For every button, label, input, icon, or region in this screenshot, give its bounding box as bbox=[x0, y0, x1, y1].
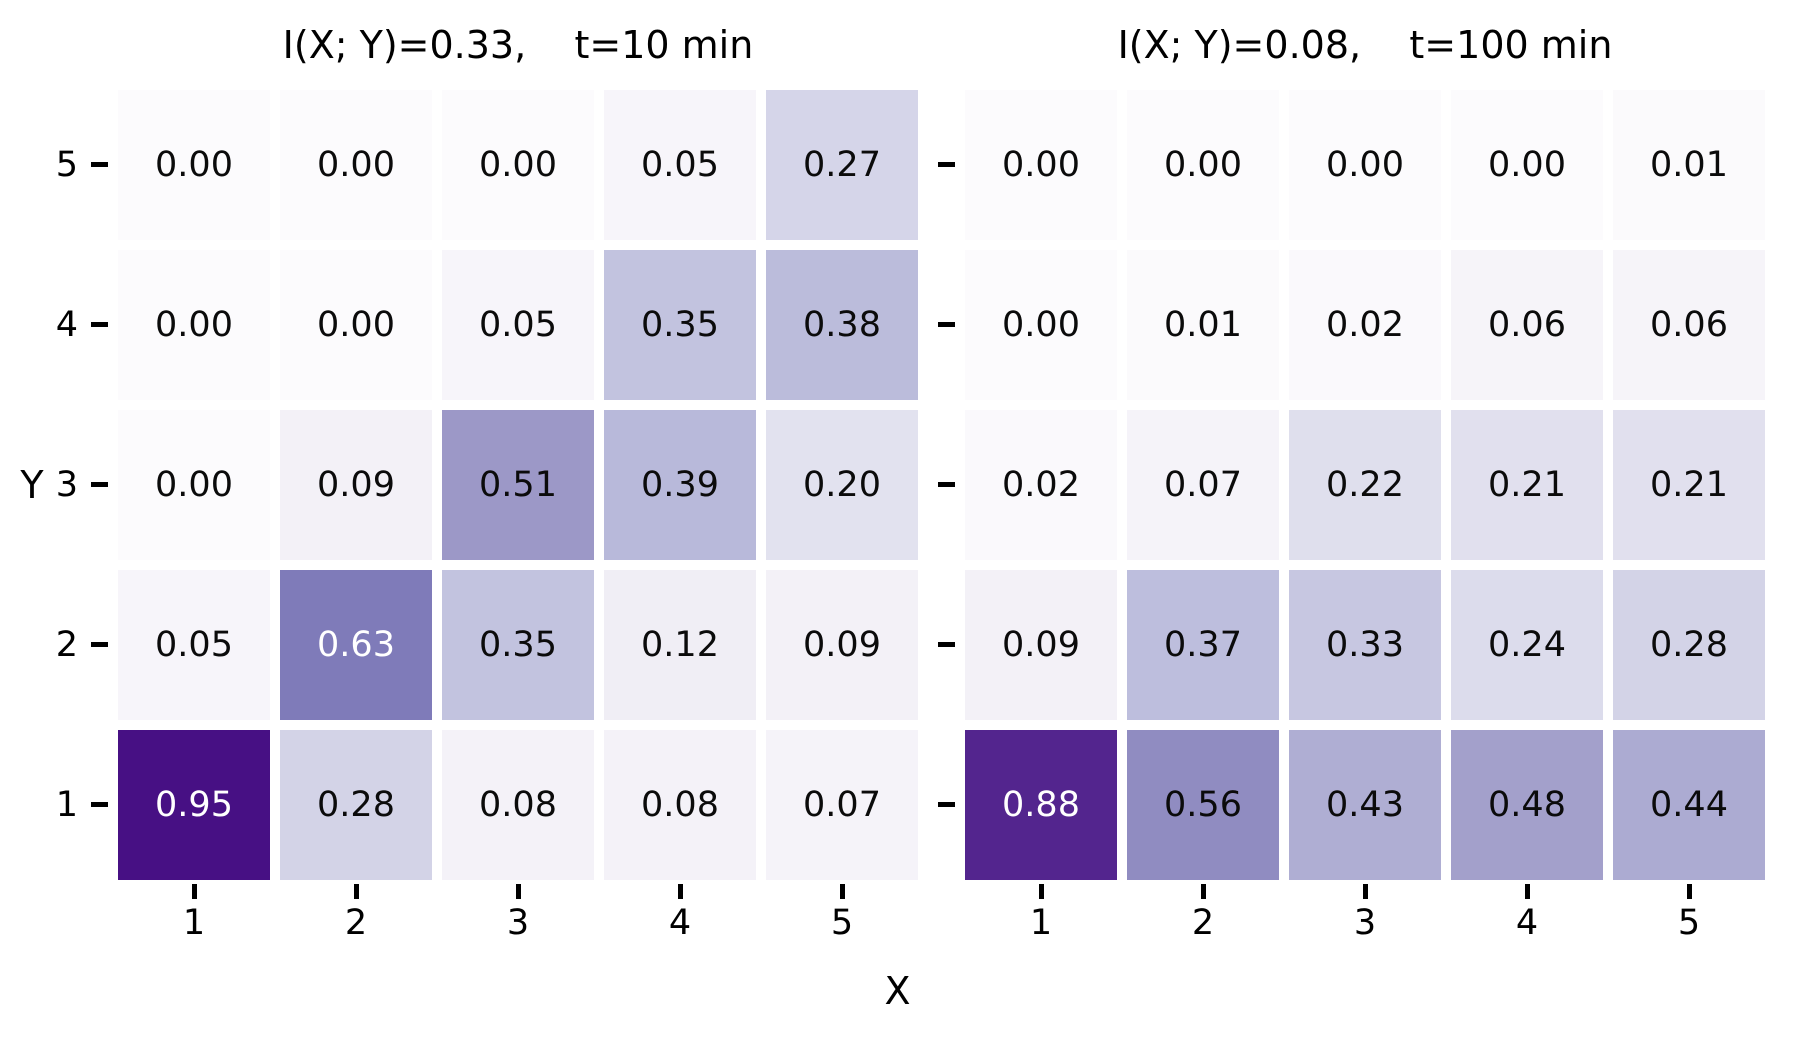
x-tick-label: 1 bbox=[1029, 903, 1053, 943]
heatmap-cell: 0.38 bbox=[766, 250, 918, 400]
y-tick-label: 1 bbox=[55, 785, 78, 825]
x-tick-mark bbox=[1039, 884, 1044, 899]
y-tick-mark bbox=[91, 162, 108, 167]
heatmap-cell: 0.00 bbox=[442, 90, 594, 240]
x-tick-mark bbox=[516, 884, 521, 899]
heatmap-cell: 0.00 bbox=[118, 250, 270, 400]
y-tick-label: 5 bbox=[55, 145, 78, 185]
heatmap-cell: 0.51 bbox=[442, 410, 594, 560]
x-tick-label: 3 bbox=[1353, 903, 1377, 943]
y-tick-label: 4 bbox=[55, 305, 78, 345]
heatmap-cell: 0.21 bbox=[1451, 410, 1603, 560]
heatmap-panel-t100: I(X; Y)=0.08, t=100 min 0.00 0.00 0.00 0.00… bbox=[938, 0, 1765, 1037]
heatmap-cell: 0.43 bbox=[1289, 730, 1441, 880]
heatmap-cell: 0.24 bbox=[1451, 570, 1603, 720]
x-tick-label: 2 bbox=[344, 903, 368, 943]
y-tick-label: 3 bbox=[55, 465, 78, 505]
heatmap-cell: 0.09 bbox=[965, 570, 1117, 720]
x-tick-mark bbox=[678, 884, 683, 899]
heatmap-cell: 0.39 bbox=[604, 410, 756, 560]
heatmap-panel-t10: I(X; Y)=0.33, t=10 min 0.00 0.00 0.00 0.05 0… bbox=[56, 0, 918, 1037]
heatmap-cell: 0.05 bbox=[118, 570, 270, 720]
panel-title-t10: I(X; Y)=0.33, t=10 min bbox=[282, 23, 754, 67]
heatmap-cell: 0.95 bbox=[118, 730, 270, 880]
heatmap-cell: 0.48 bbox=[1451, 730, 1603, 880]
heatmap-cell: 0.35 bbox=[442, 570, 594, 720]
heatmap-cell: 0.09 bbox=[766, 570, 918, 720]
y-tick-mark bbox=[938, 482, 955, 487]
heatmap-cell: 0.08 bbox=[442, 730, 594, 880]
x-tick-label: 3 bbox=[506, 903, 530, 943]
heatmap-cell: 0.21 bbox=[1613, 410, 1765, 560]
panel-title-t100: I(X; Y)=0.08, t=100 min bbox=[1117, 23, 1613, 67]
heatmap-cell: 0.00 bbox=[118, 90, 270, 240]
y-tick-mark bbox=[938, 802, 955, 807]
x-tick-mark bbox=[192, 884, 197, 899]
y-tick-mark bbox=[938, 322, 955, 327]
heatmap-cell: 0.28 bbox=[280, 730, 432, 880]
heatmap-grid-t10: 0.00 0.00 0.00 0.05 0.27 0.00 0.00 0.05 0.35 0.38… bbox=[118, 90, 918, 880]
heatmap-cell: 0.20 bbox=[766, 410, 918, 560]
y-tick-mark bbox=[938, 162, 955, 167]
heatmap-cell: 0.05 bbox=[442, 250, 594, 400]
x-tick-label: 1 bbox=[182, 903, 206, 943]
heatmap-cell: 0.28 bbox=[1613, 570, 1765, 720]
heatmap-grid-t100: 0.00 0.00 0.00 0.00 0.01 0.00 0.01 0.02 0.06 0.06… bbox=[965, 90, 1765, 880]
heatmap-cell: 0.01 bbox=[1613, 90, 1765, 240]
heatmap-cell: 0.00 bbox=[965, 250, 1117, 400]
heatmap-cell: 0.02 bbox=[965, 410, 1117, 560]
heatmap-cell: 0.08 bbox=[604, 730, 756, 880]
x-tick-label: 4 bbox=[1515, 903, 1539, 943]
heatmap-cell: 0.33 bbox=[1289, 570, 1441, 720]
x-tick-mark bbox=[1687, 884, 1692, 899]
x-tick-label: 4 bbox=[668, 903, 692, 943]
heatmap-cell: 0.01 bbox=[1127, 250, 1279, 400]
heatmap-cell: 0.88 bbox=[965, 730, 1117, 880]
heatmap-cell: 0.00 bbox=[1451, 90, 1603, 240]
heatmap-cell: 0.00 bbox=[280, 90, 432, 240]
y-tick-label: 2 bbox=[55, 625, 78, 665]
heatmap-cell: 0.07 bbox=[1127, 410, 1279, 560]
heatmap-cell: 0.35 bbox=[604, 250, 756, 400]
x-tick-mark bbox=[1525, 884, 1530, 899]
heatmap-cell: 0.00 bbox=[965, 90, 1117, 240]
heatmap-cell: 0.27 bbox=[766, 90, 918, 240]
y-tick-mark bbox=[91, 482, 108, 487]
x-tick-mark bbox=[1363, 884, 1368, 899]
y-tick-mark bbox=[91, 322, 108, 327]
heatmap-cell: 0.44 bbox=[1613, 730, 1765, 880]
heatmap-cell: 0.07 bbox=[766, 730, 918, 880]
x-axis-label: X bbox=[884, 969, 911, 1013]
heatmap-cell: 0.00 bbox=[280, 250, 432, 400]
heatmap-cell: 0.63 bbox=[280, 570, 432, 720]
heatmap-cell: 0.06 bbox=[1451, 250, 1603, 400]
x-tick-label: 5 bbox=[1677, 903, 1701, 943]
heatmap-cell: 0.06 bbox=[1613, 250, 1765, 400]
heatmap-cell: 0.02 bbox=[1289, 250, 1441, 400]
heatmap-cell: 0.56 bbox=[1127, 730, 1279, 880]
heatmap-cell: 0.00 bbox=[1127, 90, 1279, 240]
heatmap-cell: 0.00 bbox=[118, 410, 270, 560]
y-tick-mark bbox=[91, 802, 108, 807]
y-tick-mark bbox=[91, 642, 108, 647]
y-axis-label: Y bbox=[20, 463, 44, 507]
x-tick-mark bbox=[840, 884, 845, 899]
heatmap-cell: 0.22 bbox=[1289, 410, 1441, 560]
heatmap-cell: 0.09 bbox=[280, 410, 432, 560]
x-tick-mark bbox=[354, 884, 359, 899]
heatmap-cell: 0.12 bbox=[604, 570, 756, 720]
heatmap-cell: 0.00 bbox=[1289, 90, 1441, 240]
x-tick-label: 5 bbox=[830, 903, 854, 943]
x-tick-label: 2 bbox=[1191, 903, 1215, 943]
y-tick-mark bbox=[938, 642, 955, 647]
heatmap-cell: 0.05 bbox=[604, 90, 756, 240]
heatmap-cell: 0.37 bbox=[1127, 570, 1279, 720]
x-tick-mark bbox=[1201, 884, 1206, 899]
